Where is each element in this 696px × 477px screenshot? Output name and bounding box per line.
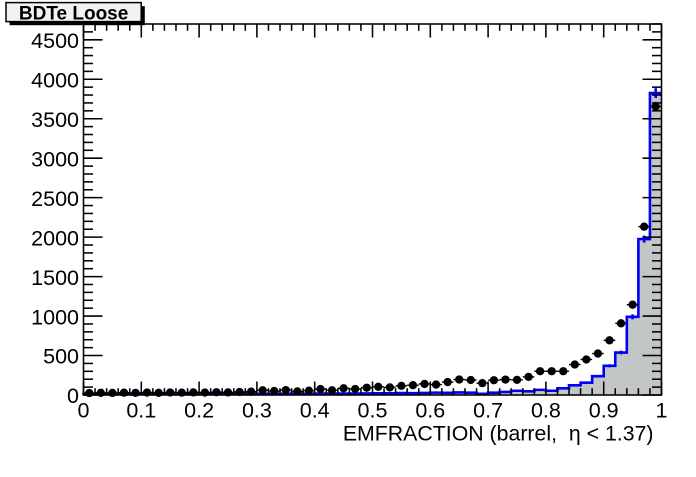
- svg-text:0.3: 0.3: [242, 398, 272, 422]
- svg-text:1: 1: [656, 398, 668, 422]
- svg-text:2500: 2500: [31, 187, 79, 211]
- svg-text:4000: 4000: [31, 68, 79, 92]
- svg-text:0.1: 0.1: [126, 398, 156, 422]
- svg-text:0.8: 0.8: [531, 398, 561, 422]
- svg-text:EMFRACTION (barrel, η < 1.37): EMFRACTION (barrel, η < 1.37): [343, 421, 654, 445]
- svg-text:4500: 4500: [31, 29, 79, 53]
- svg-text:0.9: 0.9: [589, 398, 619, 422]
- svg-text:500: 500: [43, 345, 79, 369]
- svg-text:0: 0: [67, 384, 79, 408]
- svg-text:BDTe Loose: BDTe Loose: [19, 4, 128, 25]
- svg-text:0.2: 0.2: [184, 398, 214, 422]
- svg-text:2000: 2000: [31, 226, 79, 250]
- svg-text:3000: 3000: [31, 147, 79, 171]
- svg-text:1500: 1500: [31, 266, 79, 290]
- svg-text:0.5: 0.5: [358, 398, 388, 422]
- svg-text:0: 0: [78, 398, 90, 422]
- svg-text:0.6: 0.6: [415, 398, 445, 422]
- svg-text:0.7: 0.7: [473, 398, 503, 422]
- svg-text:1000: 1000: [31, 305, 79, 329]
- svg-text:3500: 3500: [31, 108, 79, 132]
- svg-text:0.4: 0.4: [300, 398, 330, 422]
